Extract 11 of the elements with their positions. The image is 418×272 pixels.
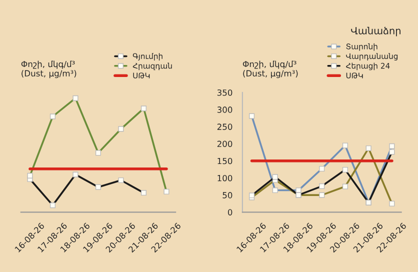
y-tick-label: 350: [217, 89, 232, 96]
y-tick-label: 50: [222, 192, 232, 198]
y-tick-label: 300: [217, 106, 232, 113]
y-tick-label: 0: [228, 209, 232, 216]
y-tick-label: 100: [218, 174, 232, 182]
y-axis-title: Փոշի, մկգ/մ³ (Dust, µg/m³): [242, 60, 298, 78]
y-tick-label: 150: [218, 158, 232, 164]
y-axis-title: Փոշի, մկգ/մ³ (Dust, µg/m³): [21, 60, 76, 78]
y-tick-label: 250: [217, 124, 232, 130]
chart-title: Վանաձոր: [351, 26, 400, 36]
y-tick-label: 200: [217, 140, 232, 148]
